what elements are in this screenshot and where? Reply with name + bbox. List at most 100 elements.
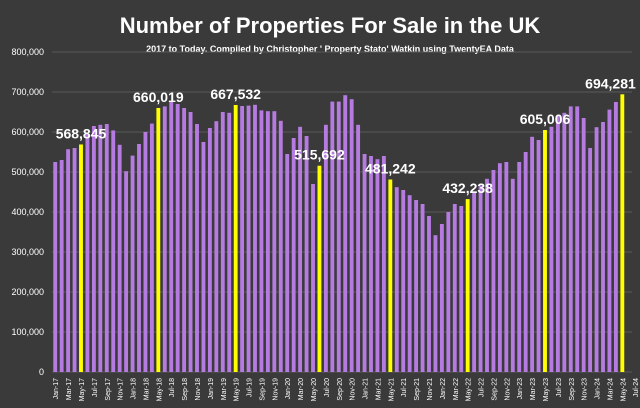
bar — [343, 95, 348, 372]
bar — [304, 136, 309, 372]
bar — [549, 126, 554, 372]
bar — [349, 99, 354, 372]
y-tick-label: 100,000 — [11, 327, 44, 337]
bar — [381, 156, 386, 372]
y-tick-label: 500,000 — [11, 167, 44, 177]
bar — [472, 192, 477, 372]
data-label: 660,019 — [133, 89, 184, 105]
data-label: 694,281 — [585, 75, 636, 91]
x-tick-label: Jul-24 — [633, 378, 640, 397]
bar — [562, 112, 567, 373]
x-tick-label: Mar-17 — [66, 378, 73, 400]
highlighted-bar — [388, 179, 393, 372]
x-tick-label: Nov-21 — [427, 378, 434, 401]
bar — [452, 204, 457, 372]
x-tick-label: Jan-21 — [363, 378, 370, 400]
x-tick-label: Jul-18 — [169, 378, 176, 397]
bar — [124, 171, 129, 372]
x-tick-label: May-23 — [543, 378, 550, 401]
x-tick-label: Mar-20 — [298, 378, 305, 400]
bar — [485, 178, 489, 372]
x-tick-label: Sep-22 — [491, 378, 498, 401]
bar — [536, 140, 541, 372]
bar — [433, 235, 438, 372]
x-tick-label: Jan-23 — [517, 378, 524, 400]
bar — [523, 152, 528, 372]
bar — [72, 148, 77, 372]
x-tick-label: May-18 — [156, 378, 163, 401]
x-tick-label: Jul-21 — [401, 378, 408, 397]
bar — [285, 154, 290, 372]
x-tick-label: Mar-22 — [453, 378, 460, 400]
x-tick-label: Jan-20 — [285, 378, 292, 400]
bar — [246, 105, 251, 372]
x-tick-label: Jul-23 — [556, 378, 563, 397]
x-tick-label: May-21 — [388, 378, 395, 401]
bar — [188, 112, 193, 372]
bar — [182, 108, 187, 372]
y-tick-label: 800,000 — [11, 47, 44, 57]
bar — [298, 126, 303, 372]
bar — [53, 162, 58, 372]
bar — [336, 101, 341, 372]
bar — [278, 120, 283, 372]
bar — [613, 102, 618, 372]
bar — [175, 104, 180, 372]
data-labels: 568,845 660,019 667,532 515,692 481,242 432,2… — [56, 75, 636, 196]
bar — [504, 162, 509, 372]
bar — [272, 111, 277, 372]
x-tick-label: Nov-23 — [582, 378, 589, 401]
x-tick-label: Mar-19 — [221, 378, 228, 400]
highlighted-bar — [465, 199, 470, 372]
bar — [220, 112, 225, 372]
x-tick-label: Sep-19 — [259, 378, 266, 401]
bar — [149, 123, 154, 372]
bar — [227, 112, 232, 373]
bar — [311, 184, 315, 372]
bar — [207, 128, 212, 372]
bar — [130, 155, 135, 372]
x-tick-label: Mar-21 — [375, 378, 382, 400]
bar — [459, 206, 464, 372]
x-tick-label: Nov-22 — [504, 378, 511, 401]
bars — [53, 94, 625, 373]
bar — [323, 124, 328, 372]
data-label: 515,692 — [294, 147, 345, 163]
bar — [111, 130, 116, 372]
data-label: 481,242 — [365, 161, 416, 177]
x-tick-label: Sep-21 — [414, 378, 421, 401]
bar — [104, 124, 109, 372]
bar — [607, 109, 612, 372]
bar — [253, 104, 257, 373]
bar — [98, 124, 103, 372]
x-tick-label: Mar-24 — [607, 378, 614, 400]
bar — [195, 124, 199, 372]
x-tick-label: May-19 — [234, 378, 241, 401]
bar — [169, 102, 174, 372]
x-tick-label: Jul-20 — [324, 378, 331, 397]
highlighted-bar — [233, 104, 238, 373]
x-tick-label: May-24 — [620, 378, 627, 401]
y-tick-label: 300,000 — [11, 247, 44, 257]
bar — [356, 124, 361, 372]
chart-title: Number of Properties For Sale in the UK — [120, 13, 541, 38]
y-axis-ticks: 0 100,000 200,000 300,000 400,000 500,000 600,… — [11, 47, 44, 377]
data-label: 432,238 — [442, 180, 493, 196]
bar — [265, 111, 270, 372]
x-tick-label: Sep-17 — [105, 378, 112, 401]
bar — [117, 144, 122, 372]
x-tick-label: Jan-24 — [595, 378, 602, 400]
bar — [491, 170, 496, 372]
x-tick-label: Jul-22 — [479, 378, 486, 397]
x-tick-label: Nov-17 — [118, 378, 125, 401]
bar — [362, 154, 367, 372]
x-tick-label: Jan-19 — [208, 378, 215, 400]
highlighted-bar — [543, 129, 547, 372]
x-tick-label: May-22 — [466, 378, 473, 401]
x-tick-label: Mar-18 — [143, 378, 150, 400]
bar — [369, 156, 373, 372]
y-tick-label: 700,000 — [11, 87, 44, 97]
bar — [66, 149, 71, 372]
bar — [588, 148, 593, 372]
